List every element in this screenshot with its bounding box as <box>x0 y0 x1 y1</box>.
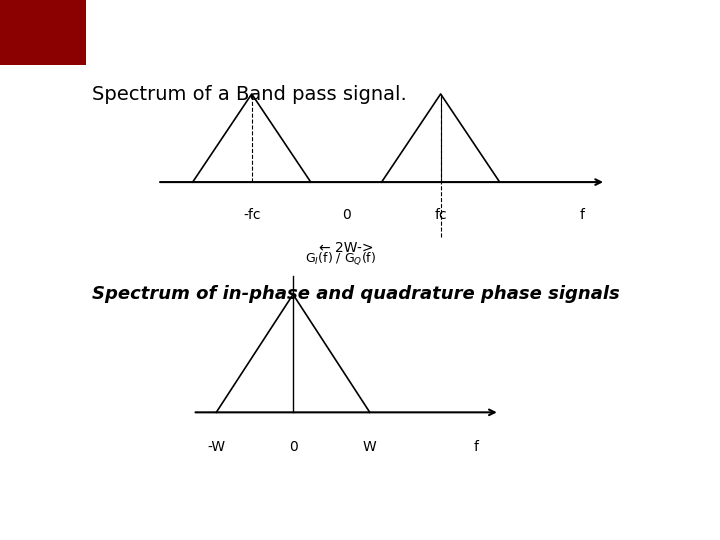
Text: W: W <box>363 440 377 454</box>
Text: ← 2W->: ← 2W-> <box>319 241 374 255</box>
Text: -W: -W <box>207 440 225 454</box>
Text: f: f <box>474 440 479 454</box>
Polygon shape <box>0 0 86 65</box>
Text: Spectrum of a Band pass signal.: Spectrum of a Band pass signal. <box>92 85 407 104</box>
Text: fc: fc <box>434 208 447 222</box>
Text: 0: 0 <box>289 440 297 454</box>
Text: -fc: -fc <box>243 208 261 222</box>
Text: Engineered for Tomorrow: Engineered for Tomorrow <box>530 25 706 39</box>
Text: G$_I$(f) / G$_Q$(f): G$_I$(f) / G$_Q$(f) <box>305 251 376 267</box>
Text: 0: 0 <box>342 208 351 222</box>
Text: Spectrum of in-phase and quadrature phase signals: Spectrum of in-phase and quadrature phas… <box>92 285 620 303</box>
Text: f: f <box>580 208 585 222</box>
